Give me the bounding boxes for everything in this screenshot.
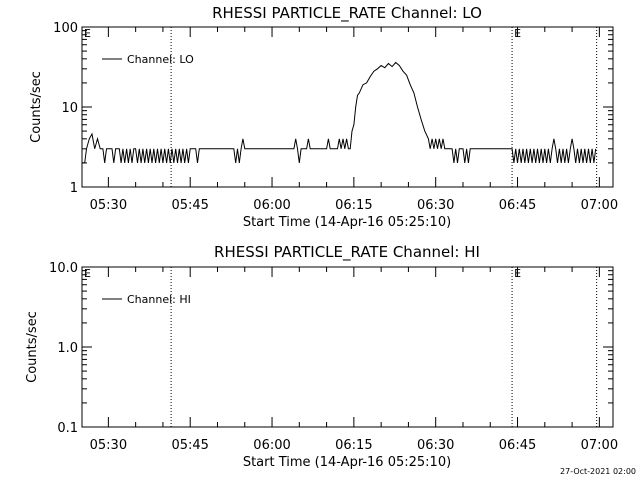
lo-legend-label: Channel: LO: [127, 53, 194, 66]
lo-x-axis-label: Start Time (14-Apr-16 05:25:10): [243, 215, 451, 230]
lo-corner-mark: E: [84, 27, 91, 40]
hi-y-axis-label: Counts/sec: [25, 311, 40, 383]
lo-x-tick-label: 05:30: [90, 198, 127, 213]
hi-x-tick-label: 07:00: [581, 438, 618, 453]
hi-corner-mark: E: [84, 267, 91, 280]
lo-x-tick-label: 06:30: [417, 198, 454, 213]
hi-channel-panel: RHESSI PARTICLE_RATE Channel: HI Counts/…: [25, 243, 618, 470]
hi-event-marker-label: E: [514, 267, 521, 280]
lo-y-tick-label: 10: [61, 101, 78, 116]
lo-x-tick-label: 07:00: [581, 198, 618, 213]
hi-x-tick-label: 06:00: [253, 438, 290, 453]
lo-plot-frame: [81, 26, 614, 188]
hi-x-axis-label: Start Time (14-Apr-16 05:25:10): [243, 455, 451, 470]
hi-y-tick-label: 0.1: [57, 421, 78, 436]
lo-x-tick-label: 06:45: [499, 198, 536, 213]
lo-y-tick-label: 1: [70, 181, 78, 196]
lo-x-tick-label: 05:45: [171, 198, 208, 213]
hi-y-tick-label: 1.0: [57, 341, 78, 356]
lo-channel-panel: RHESSI PARTICLE_RATE Channel: LO Counts/…: [29, 4, 618, 230]
lo-x-tick-label: 06:00: [253, 198, 290, 213]
hi-chart-title: RHESSI PARTICLE_RATE Channel: HI: [214, 243, 480, 262]
lo-series-line: [82, 61, 597, 164]
hi-x-tick-label: 06:30: [417, 438, 454, 453]
lo-chart-title: RHESSI PARTICLE_RATE Channel: LO: [212, 4, 482, 23]
hi-x-tick-label: 06:45: [499, 438, 536, 453]
lo-x-tick-label: 06:15: [335, 198, 372, 213]
hi-x-tick-label: 05:30: [90, 438, 127, 453]
lo-y-axis-label: Counts/sec: [29, 71, 44, 143]
lo-y-tick-label: 100: [53, 21, 78, 36]
lo-event-marker-label: E: [514, 27, 521, 40]
hi-plot-frame: [81, 266, 614, 428]
hi-x-tick-label: 05:45: [171, 438, 208, 453]
generation-timestamp: 27-Oct-2021 02:00: [560, 467, 636, 476]
hi-legend-label: Channel: HI: [127, 293, 191, 306]
hi-x-tick-label: 06:15: [335, 438, 372, 453]
hi-y-tick-label: 10.0: [49, 261, 78, 276]
